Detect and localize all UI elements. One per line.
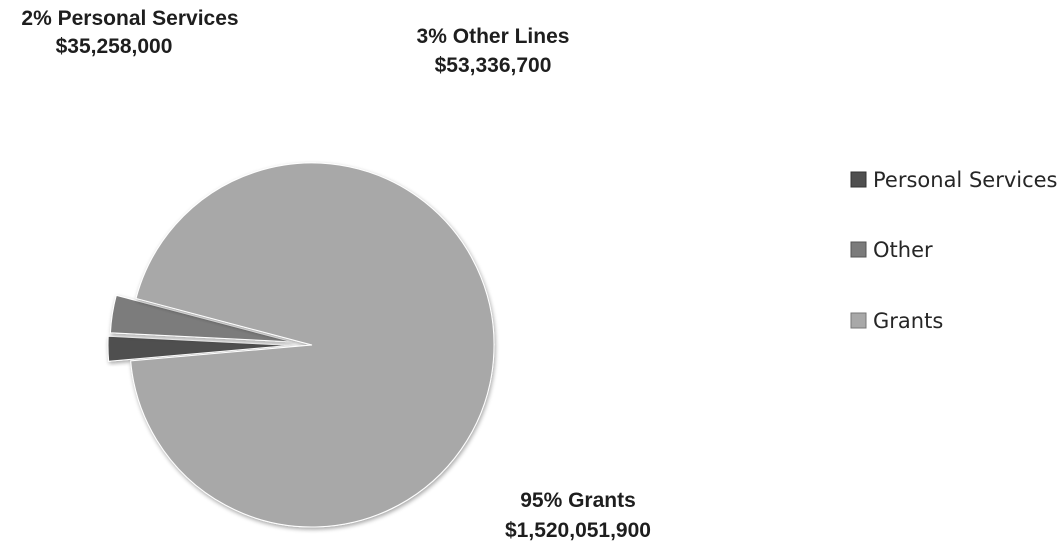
legend-label-personal-services: Personal Services xyxy=(873,168,1058,192)
legend-swatch-personal-services xyxy=(850,171,867,188)
legend-swatch-grants xyxy=(850,312,867,329)
legend-label-other: Other xyxy=(873,238,933,262)
data-label-other-amount: $53,336,700 xyxy=(435,54,552,77)
pie-slice-grants xyxy=(130,162,495,528)
data-label-grants-line1: 95% Grants xyxy=(520,489,636,512)
data-labels: 2% Personal Services $35,258,000 3% Othe… xyxy=(21,7,651,542)
data-label-personal-services-line1: 2% Personal Services xyxy=(21,7,238,30)
legend-swatch-other xyxy=(850,241,867,258)
pie-slice-personal-services xyxy=(107,335,291,362)
legend: Personal Services Other Grants xyxy=(850,168,1058,333)
legend-label-grants: Grants xyxy=(873,309,943,333)
data-label-grants-amount: $1,520,051,900 xyxy=(505,519,651,542)
data-label-other-line1: 3% Other Lines xyxy=(417,25,570,48)
pie-slice-other xyxy=(109,294,293,343)
pie-slices xyxy=(107,162,495,528)
data-label-personal-services-amount: $35,258,000 xyxy=(56,35,173,58)
